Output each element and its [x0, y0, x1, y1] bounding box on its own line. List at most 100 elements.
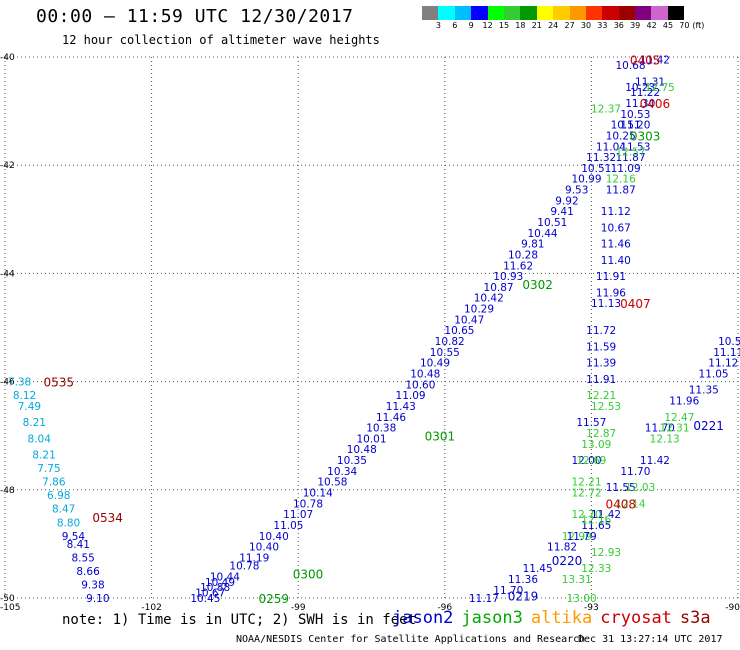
wave-height-value: 10.60	[405, 379, 435, 391]
wave-height-value: 12.99	[562, 531, 592, 543]
wave-height-value: 11.11	[713, 347, 740, 359]
wave-height-value: 10.47	[454, 314, 484, 326]
colorbar-cell	[585, 6, 603, 20]
footer-note: note: 1) Time is in UTC; 2) SWH is in fe…	[62, 612, 417, 628]
colorbar-label: 45	[662, 21, 674, 30]
legend-entry: altika	[530, 608, 593, 628]
colorbar-label: 21	[531, 21, 542, 30]
colorbar-label: 30	[580, 21, 592, 30]
y-tick-label: -48	[0, 486, 15, 496]
wave-height-value: 11.82	[547, 542, 577, 554]
wave-height-value: 11.22	[630, 87, 660, 99]
wave-height-value: 10.44	[210, 571, 240, 583]
wave-height-value: 12.47	[664, 412, 694, 424]
colorbar-label: 36	[613, 21, 624, 30]
wave-height-value: 8.47	[52, 504, 75, 516]
wave-height-value: 11.62	[503, 260, 533, 272]
colorbar-label: 27	[564, 21, 575, 30]
wave-height-value: 12.03	[625, 482, 655, 494]
wave-height-value: 11.45	[523, 563, 553, 575]
wave-height-value: 11.43	[386, 401, 416, 413]
pass-time-label: 0407	[620, 297, 651, 311]
wave-height-value: 10.14	[303, 488, 333, 500]
colorbar-cell	[602, 6, 619, 20]
colorbar-cell	[487, 6, 504, 20]
colorbar-cell	[438, 6, 455, 20]
wave-height-value: 10.51	[581, 163, 611, 175]
wave-height-value: 12.13	[650, 433, 680, 445]
wave-height-value: 11.04	[596, 141, 626, 153]
wave-height-value: 12.75	[645, 82, 675, 94]
wave-height-value: 11.09	[396, 390, 426, 402]
wave-height-value: 11.91	[596, 271, 626, 283]
wave-height-value: 10.40	[259, 531, 289, 543]
pass-time-label: 0300	[293, 568, 324, 582]
wave-height-value: 12.70	[571, 509, 601, 521]
wave-height-value: 10.49	[205, 577, 235, 589]
wave-height-value: 9.53	[565, 185, 588, 197]
colorbar-cell	[569, 6, 586, 20]
wave-height-value: 9.92	[555, 195, 578, 207]
x-tick-label: -102	[141, 603, 161, 610]
wave-height-value: 11.36	[508, 574, 538, 586]
colorbar-label: 15	[498, 21, 510, 30]
wave-height-value: 12.16	[606, 174, 636, 186]
wave-height-value: 11.12	[708, 358, 738, 370]
pass-time-label: 0219	[508, 589, 539, 603]
wave-height-value: 11.42	[640, 55, 670, 67]
wave-height-value: 10.53	[620, 109, 650, 121]
pass-time-label: 0405	[630, 54, 661, 68]
wave-height-value: 11.30	[625, 98, 655, 110]
wave-height-value: 10.93	[493, 271, 523, 283]
wave-height-value: 11.87	[615, 152, 645, 164]
wave-height-value: 11.32	[586, 152, 616, 164]
footer-timestamp: Dec 31 13:27:14 UTC 2017	[578, 634, 723, 645]
wave-height-value: 11.96	[596, 287, 626, 299]
wave-height-value: 10.55	[430, 347, 460, 359]
wave-height-value: 11.42	[640, 455, 670, 467]
wave-height-chart: -40 -42 -44 -46 -48 -50-105 -102 -99 -96 -93 -90 10…	[0, 53, 740, 610]
wave-height-value: 10.44	[528, 228, 558, 240]
colorbar-cell	[503, 6, 521, 20]
y-tick-label: -46	[0, 378, 15, 388]
wave-height-value: 8.21	[32, 450, 55, 462]
colorbar-label: 33	[597, 21, 608, 30]
wave-height-value: 11.19	[239, 552, 269, 564]
wave-height-value: 11.87	[606, 185, 636, 197]
wave-height-value: 12.87	[586, 428, 616, 440]
wave-height-value: 11.07	[283, 509, 313, 521]
wave-height-value: 12.69	[576, 455, 606, 467]
pass-time-label: 0220	[552, 554, 583, 568]
wave-height-value: 11.05	[273, 520, 303, 532]
pass-time-label: 0259	[258, 592, 289, 606]
colorbar-cell	[454, 6, 472, 20]
y-tick-label: -44	[0, 269, 15, 279]
wave-height-value: 10.67	[195, 588, 225, 600]
wave-height-value: 10.51	[611, 120, 641, 132]
wave-height-value: 11.59	[586, 341, 616, 353]
wave-height-value: 9.54	[62, 531, 86, 543]
wave-height-value: 10.48	[410, 368, 440, 380]
colorbar-unit: (ft)	[692, 21, 705, 30]
pass-time-label: 0535	[43, 376, 74, 390]
wave-height-value: 12.21	[571, 477, 601, 489]
wave-height-value: 10.38	[366, 423, 396, 435]
wave-height-value: 11.46	[601, 239, 631, 251]
wave-height-value: 10.88	[200, 582, 230, 594]
wave-height-value: 11.91	[586, 374, 616, 386]
colorbar	[422, 6, 685, 20]
wave-height-value: 8.21	[23, 417, 46, 429]
wave-height-value: 8.04	[28, 433, 52, 445]
x-tick-label: -99	[291, 603, 306, 610]
wave-height-value: 13.00	[567, 593, 597, 605]
wave-height-value: 11.55	[606, 482, 636, 494]
wave-height-value: 9.38	[81, 579, 104, 591]
wave-height-value: 11.17	[469, 593, 499, 605]
wave-height-value: 10.40	[249, 542, 279, 554]
footer-credit: NOAA/NESDIS Center for Satellite Applica…	[236, 634, 586, 645]
wave-height-value: 7.49	[18, 401, 41, 413]
x-tick-label: -93	[584, 603, 599, 610]
colorbar-cell	[618, 6, 636, 20]
wave-height-value: 12.31	[659, 423, 689, 435]
wave-height-value: 8.41	[67, 539, 90, 551]
